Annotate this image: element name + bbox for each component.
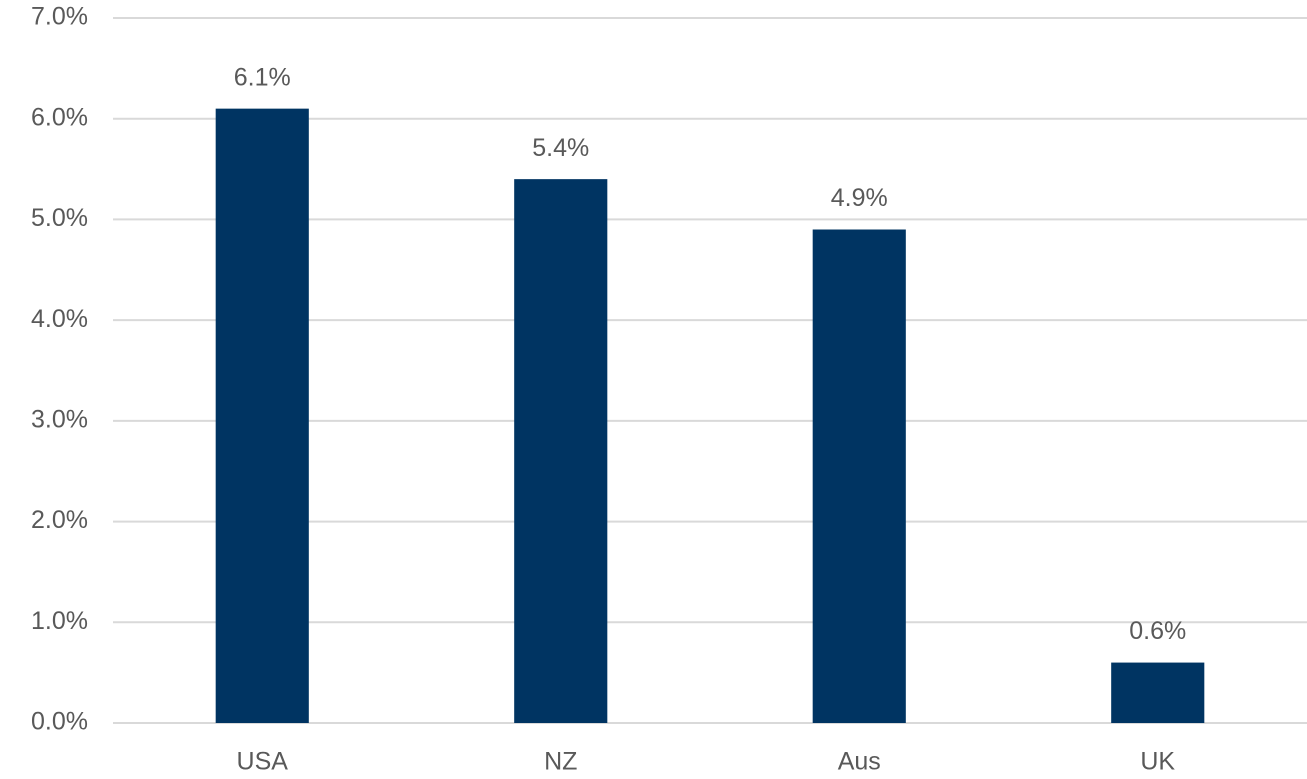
y-tick-label: 6.0% — [31, 103, 88, 131]
x-tick-label: NZ — [544, 748, 577, 776]
bar — [1111, 662, 1205, 723]
value-label: 0.6% — [1129, 617, 1186, 645]
y-tick-label: 7.0% — [31, 3, 88, 31]
y-tick-label: 3.0% — [31, 405, 88, 433]
bar — [215, 108, 309, 723]
value-label: 4.9% — [831, 184, 888, 212]
bar — [812, 229, 906, 723]
y-tick-label: 1.0% — [31, 607, 88, 635]
y-tick-label: 5.0% — [31, 204, 88, 232]
y-tick-label: 0.0% — [31, 708, 88, 736]
y-tick-label: 4.0% — [31, 305, 88, 333]
x-tick-label: UK — [1140, 748, 1175, 776]
x-tick-label: USA — [237, 748, 289, 776]
value-label: 6.1% — [234, 63, 291, 91]
x-tick-label: Aus — [838, 748, 881, 776]
bar — [514, 179, 608, 724]
value-label: 5.4% — [532, 134, 589, 162]
y-tick-label: 2.0% — [31, 506, 88, 534]
